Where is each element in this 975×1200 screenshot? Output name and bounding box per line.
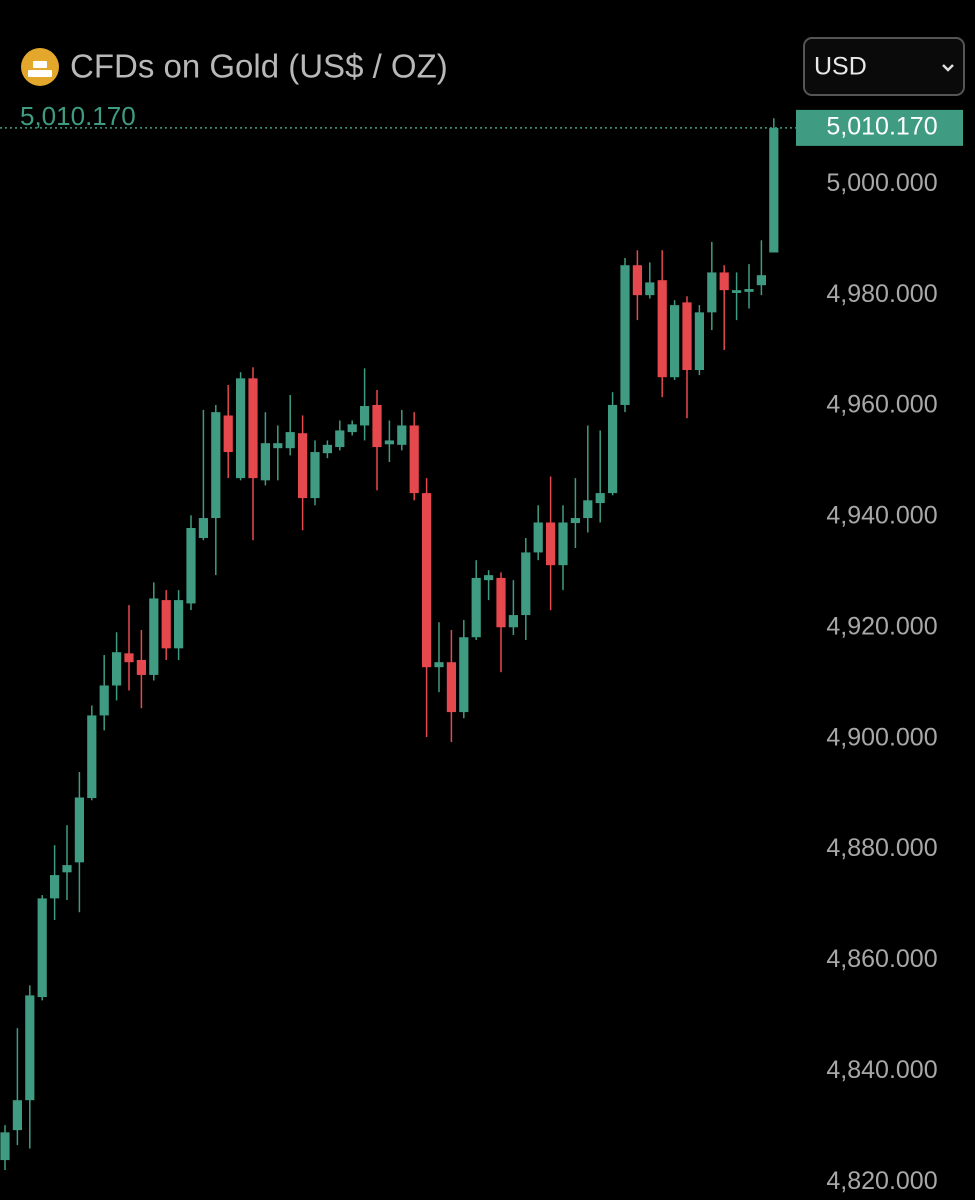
candle-body (508, 615, 518, 628)
candle-body (434, 662, 444, 668)
chart-title: CFDs on Gold (US$ / OZ) (70, 48, 448, 85)
candle-body (719, 272, 729, 291)
candle-body (769, 127, 779, 253)
last-price-tag (796, 109, 963, 146)
candle-body (570, 518, 580, 524)
candle-body (260, 443, 270, 481)
candle-body (347, 424, 357, 433)
y-tick-label: 4,920.000 (826, 612, 937, 640)
candle-body (496, 577, 506, 628)
gold-icon (21, 48, 59, 86)
candle-body (372, 404, 382, 448)
y-tick-label: 4,860.000 (826, 945, 937, 973)
candle-body (558, 522, 568, 566)
candle-body (87, 715, 97, 799)
y-tick-label: 4,900.000 (826, 723, 937, 751)
candle-body (186, 528, 196, 604)
candle-body (422, 493, 432, 668)
candle-body (360, 406, 370, 426)
candle-body (335, 430, 345, 448)
y-tick-label: 4,840.000 (826, 1056, 937, 1084)
candle-body (694, 312, 704, 371)
candle-body (645, 282, 655, 296)
candle-body (112, 652, 122, 686)
candle-body (595, 493, 605, 504)
currency-label: USD (814, 53, 867, 81)
candle-body (198, 518, 208, 539)
candle-body (632, 265, 642, 296)
candle-body (397, 425, 407, 445)
candle-body (310, 452, 320, 499)
candle-body (74, 797, 84, 863)
candle-body (285, 432, 295, 449)
candle-body (174, 600, 184, 649)
candle-body (211, 412, 221, 519)
candle-body (149, 598, 159, 675)
y-tick-label: 4,940.000 (826, 502, 937, 530)
candle-body (670, 305, 680, 378)
candle-body (50, 875, 60, 899)
candle-body (546, 522, 556, 566)
last-price-label: 5,010.170 (20, 101, 136, 131)
candle-body (37, 898, 47, 998)
y-tick-label: 5,000.000 (826, 169, 937, 197)
y-tick-label: 4,980.000 (826, 280, 937, 308)
candle-body (0, 1132, 10, 1161)
candle-body (682, 302, 692, 371)
candle-body (161, 600, 171, 649)
candle-body (124, 653, 134, 663)
currency-dropdown[interactable]: USD (803, 37, 965, 96)
candle-body (384, 440, 394, 445)
y-tick-label: 4,880.000 (826, 834, 937, 862)
candle-body (298, 433, 308, 499)
candle-body (521, 552, 531, 616)
y-tick-label: 4,960.000 (826, 391, 937, 419)
last-price-tag-label: 5,010.170 (826, 112, 937, 140)
candle-body (707, 272, 717, 313)
candle-body (583, 500, 593, 519)
candle-body (322, 444, 332, 454)
candle-body (236, 378, 246, 479)
candle-body (608, 404, 618, 494)
candle-body (471, 577, 481, 638)
candle-body (657, 280, 667, 378)
candle-body (533, 522, 543, 553)
candle-body (248, 378, 258, 479)
candle-body (620, 265, 630, 405)
candle-body (732, 290, 742, 293)
candle-body (409, 425, 419, 494)
candle-body (136, 659, 146, 675)
candle-body (62, 865, 72, 873)
y-tick-label: 4,820.000 (826, 1167, 937, 1195)
candle-body (484, 575, 494, 581)
candle-body (446, 662, 456, 713)
candle-body (99, 685, 109, 716)
candle-body (273, 443, 283, 449)
candle-body (756, 275, 766, 286)
candle-body (12, 1100, 22, 1131)
candle-body (744, 289, 754, 292)
candle-body (459, 637, 469, 713)
candle-body (25, 995, 35, 1101)
candle-body (223, 415, 233, 453)
